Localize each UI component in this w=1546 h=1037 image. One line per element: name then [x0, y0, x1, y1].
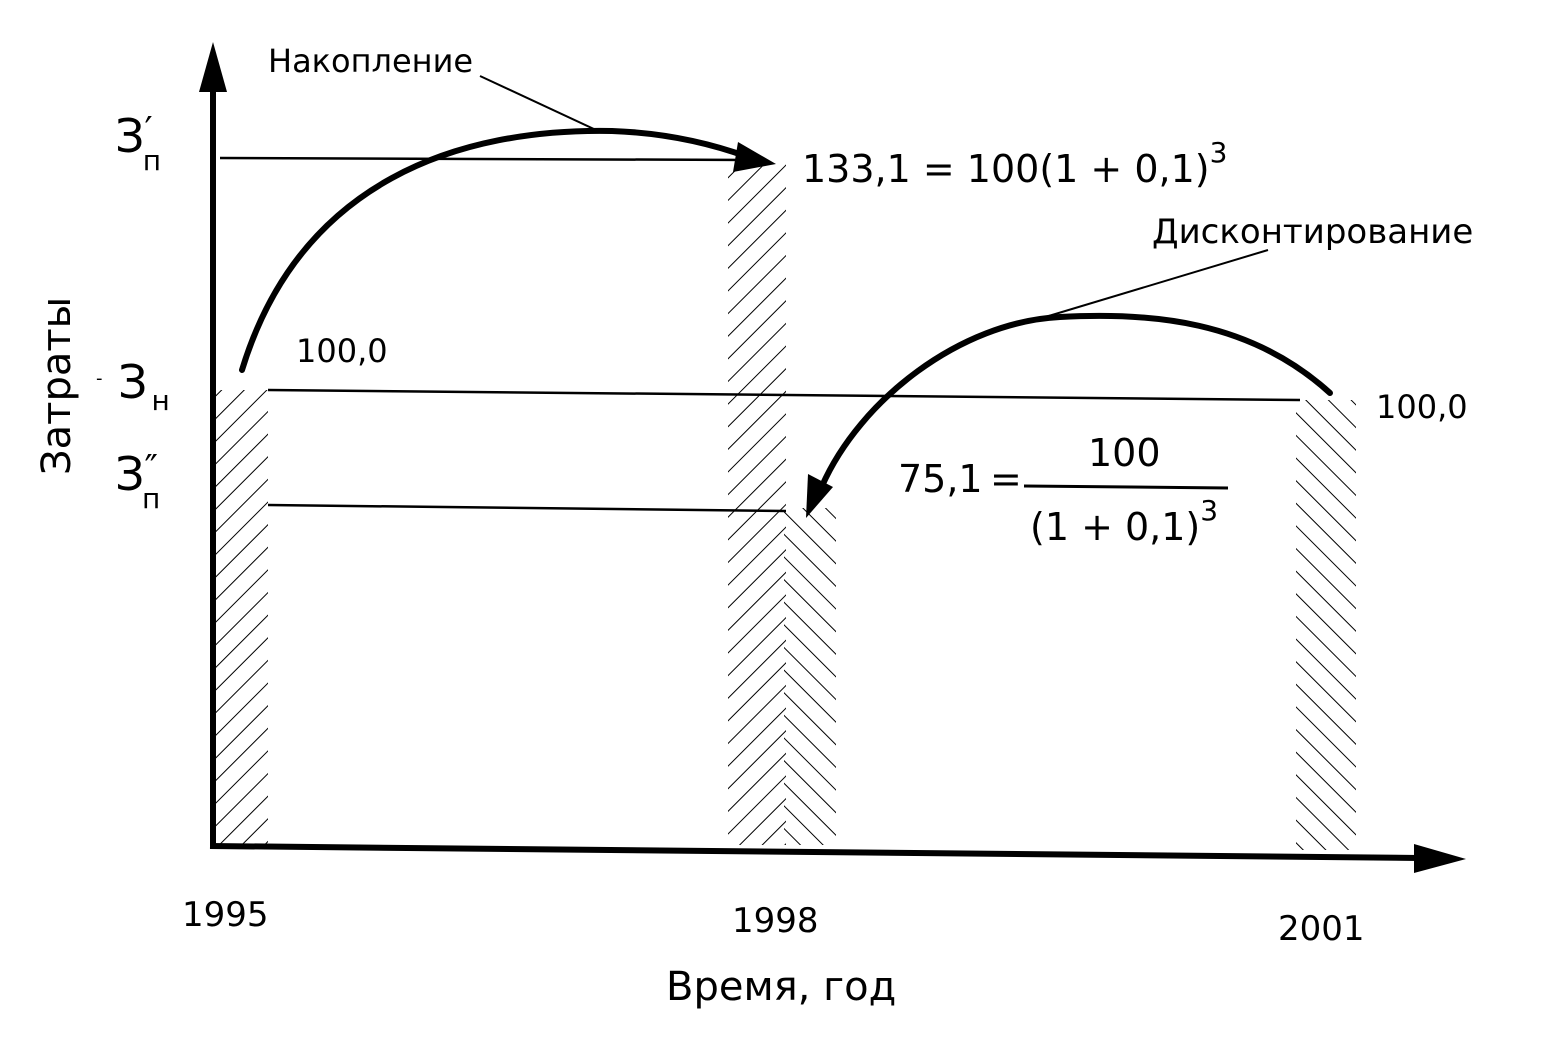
x-axis-arrowhead: [1414, 844, 1466, 873]
hatched-bar-2001: [1296, 400, 1356, 850]
discounted-denominator: (1 + 0,1)3: [1030, 494, 1218, 549]
y-tick-zp-prime-sub: п: [143, 144, 161, 177]
y-tick-zp-dprime-sup: ″: [145, 448, 158, 489]
y-tick-zn-sub: н: [152, 384, 170, 417]
discounting-leader-line: [1041, 249, 1269, 319]
discounting-arrowhead: [806, 474, 833, 518]
y-tick-zp-dprime: З″ п: [115, 447, 160, 515]
y-axis-title: Затраты: [34, 297, 80, 475]
hatched-bar-1998-accumulated: [728, 162, 786, 845]
discounted-den-base: (1 + 0,1): [1030, 505, 1200, 549]
level-line-zp-dprime: [267, 503, 787, 513]
y-tick-zp-dprime-base: З: [115, 447, 145, 501]
accumulated-rhs: = 100(1 + 0,1): [923, 147, 1210, 191]
x-tick-1995: 1995: [182, 895, 269, 935]
accumulation-leader-line: [479, 75, 597, 131]
accumulation-arrowhead: [733, 142, 776, 172]
hatched-bar-1995: [213, 390, 268, 845]
x-axis-title: Время, год: [666, 964, 896, 1010]
discounted-exp: 3: [1200, 494, 1218, 527]
y-tick-zp-dprime-sub: п: [142, 482, 160, 515]
accumulation-label: Накопление: [268, 42, 473, 80]
discounted-eq: =: [990, 457, 1022, 501]
discounted-lhs: 75,1: [898, 457, 983, 501]
level-line-zn: [267, 388, 1301, 402]
y-axis-arrowhead: [199, 42, 227, 92]
x-axis: [209, 843, 1421, 861]
value-start-left: 100,0: [296, 332, 388, 370]
y-tick-zn-mark: -: [96, 368, 103, 389]
discounting-curve: [819, 312, 1333, 489]
discounted-numerator: 100: [1088, 431, 1161, 475]
accumulated-formula: 133,1 = 100(1 + 0,1)3: [802, 136, 1227, 191]
y-tick-zp-prime-base: З: [115, 109, 145, 163]
level-line-zp-prime: [219, 156, 753, 162]
discounting-label: Дисконтирование: [1152, 212, 1473, 252]
hatched-bar-1998-discounted: [784, 508, 836, 845]
value-start-right: 100,0: [1376, 388, 1468, 426]
accumulated-lhs: 133,1: [802, 147, 911, 191]
y-tick-zn-base: З: [118, 355, 148, 409]
y-tick-zp-prime-sup: ′: [145, 110, 153, 151]
discounted-fraction-bar: [1023, 484, 1229, 490]
x-tick-2001: 2001: [1278, 909, 1365, 949]
x-tick-1998: 1998: [732, 901, 819, 941]
y-tick-zp-prime: З′ п: [115, 109, 161, 177]
accumulation-curve: [239, 127, 751, 373]
accumulated-exp: 3: [1210, 136, 1228, 169]
